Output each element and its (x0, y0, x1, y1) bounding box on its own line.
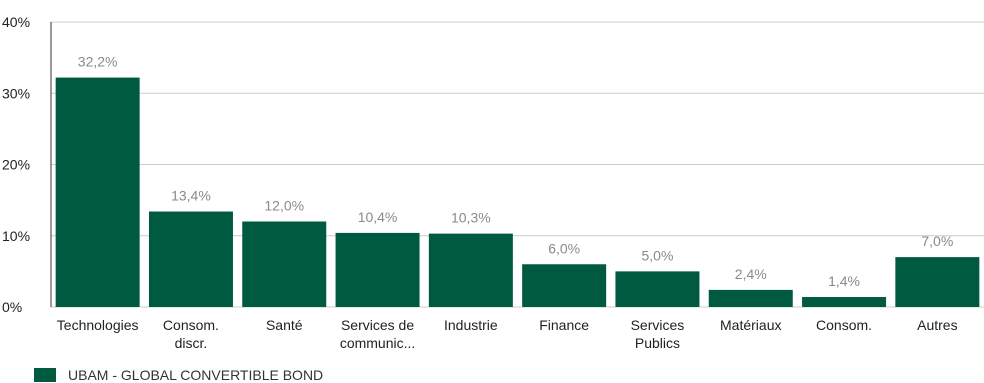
legend-swatch (34, 368, 56, 382)
y-tick-label: 30% (2, 85, 30, 101)
bar (802, 297, 887, 307)
y-axis-ticks: 0% 10% 20% 30% 40% (2, 14, 30, 315)
bar (428, 233, 513, 307)
y-tick-label: 40% (2, 14, 30, 30)
bar-value-label: 5,0% (641, 247, 673, 263)
bar (335, 232, 420, 307)
bar (708, 289, 793, 307)
bar-value-label: 2,4% (735, 266, 767, 282)
legend: UBAM - GLOBAL CONVERTIBLE BOND (34, 367, 323, 383)
y-tick-label: 0% (2, 299, 22, 315)
x-category-label: Services Publics (631, 317, 685, 351)
bar (615, 271, 700, 307)
bar-value-label: 6,0% (548, 240, 580, 256)
bars (55, 77, 980, 307)
bar (55, 77, 140, 307)
bar (895, 257, 980, 307)
x-category-label: Technologies (57, 317, 139, 333)
bar-value-label: 10,3% (451, 210, 491, 226)
x-category-label: Industrie (444, 317, 498, 333)
y-tick-label: 20% (2, 157, 30, 173)
bar (148, 211, 233, 307)
bar-value-label: 7,0% (921, 233, 953, 249)
x-category-label: Matériaux (720, 317, 781, 333)
bar-value-label: 1,4% (828, 273, 860, 289)
x-category-label: Autres (917, 317, 957, 333)
x-category-label: Finance (539, 317, 589, 333)
y-tick-label: 10% (2, 228, 30, 244)
bar-value-label: 13,4% (171, 188, 211, 204)
x-category-label: Services de communic... (340, 317, 415, 351)
bar-value-label: 32,2% (78, 54, 118, 70)
x-category-label: Consom. (816, 317, 872, 333)
value-labels: 32,2% 13,4% 12,0% 10,4% 10,3% 6,0% 5,0% 2,4% 1,4… (78, 54, 954, 289)
x-category-label: Consom. discr. (163, 317, 219, 351)
bar (242, 221, 327, 307)
bar-chart: 0% 10% 20% 30% 40% 32,2% 13,4% 12,0% 10,4% 10,3%… (2, 14, 984, 351)
legend-label: UBAM - GLOBAL CONVERTIBLE BOND (68, 367, 324, 383)
x-axis-categories: Technologies Consom. discr. Santé Services d… (57, 317, 958, 351)
bar-value-label: 10,4% (358, 209, 398, 225)
bar (522, 264, 607, 307)
bar-value-label: 12,0% (264, 198, 304, 214)
x-category-label: Santé (266, 317, 303, 333)
